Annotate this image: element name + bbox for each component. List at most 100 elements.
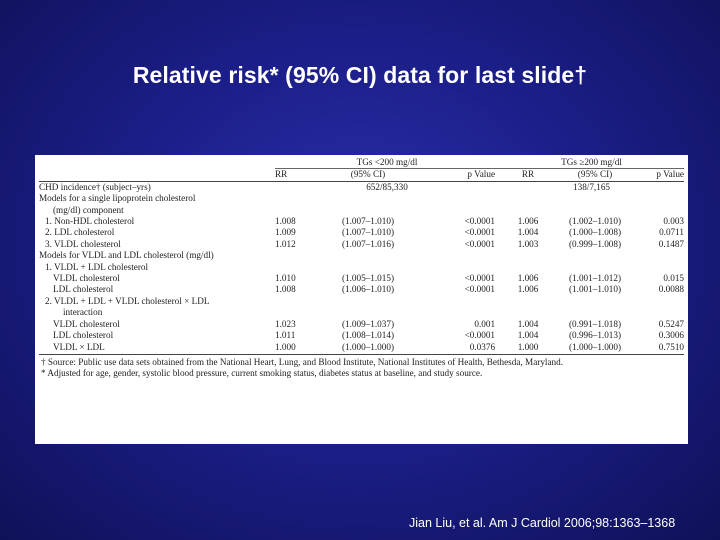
table-row: CHD incidence† (subject–yrs) 652/85,330 13… — [39, 180, 684, 194]
ci-low-tg: (1.007–1.010) — [341, 216, 395, 227]
p-low-tg: <0.0001 — [464, 216, 496, 227]
ci-low-tg: (1.008–1.014) — [341, 330, 395, 341]
ci-high-tg — [557, 307, 633, 318]
ci-high-tg: (1.001–1.012) — [569, 273, 622, 284]
p-high-tg: 0.015 — [663, 273, 684, 284]
ci-high-tg: (1.002–1.010) — [569, 216, 622, 227]
rr-low-tg: 1.009 — [275, 227, 296, 238]
footnote-source: † Source: Public use data sets obtained … — [41, 356, 564, 367]
ci-low-tg — [319, 307, 417, 318]
p-low-tg — [417, 296, 499, 307]
row-label: LDL cholesterol — [53, 330, 114, 341]
ci-high-tg: (1.001–1.010) — [569, 284, 622, 295]
ci-high-tg: (1.000–1.008) — [569, 227, 622, 238]
row-label: (mg/dl) component — [53, 204, 124, 215]
slide-title: Relative risk* (95% CI) data for last sl… — [132, 62, 588, 88]
p-low-tg: 0.001 — [474, 318, 496, 329]
footnote-adjusted: * Adjusted for age, gender, systolic blo… — [41, 368, 483, 379]
p-high-tg: 0.3006 — [658, 330, 684, 341]
group-header-high-tg: TGs ≥200 mg/dl — [499, 157, 684, 170]
row-label: 1. VLDL + LDL cholesterol — [45, 261, 149, 272]
table-row: VLDL cholesterol 1.023 (1.009–1.037) 0.001 1… — [39, 319, 684, 330]
table-row: 2. LDL cholesterol 1.009 (1.007–1.010) <0.0… — [39, 227, 684, 238]
table-row: interaction — [39, 307, 684, 318]
rr-high-tg: 1.004 — [517, 227, 539, 238]
row-label: VLDL cholesterol — [53, 318, 120, 329]
p-high-tg: 0.5247 — [658, 318, 684, 329]
row-label: CHD incidence† (subject–yrs) — [39, 180, 275, 194]
col-header-rr-1: RR — [275, 169, 288, 180]
row-label: interaction — [63, 307, 103, 318]
ci-low-tg — [319, 262, 417, 273]
table-footnotes: † Source: Public use data sets obtained … — [39, 353, 684, 380]
ci-high-tg: (0.996–1.013) — [569, 330, 622, 341]
ci-high-tg — [557, 193, 633, 204]
p-low-tg — [417, 250, 499, 261]
rr-low-tg: 1.008 — [275, 216, 296, 227]
rr-low-tg — [275, 262, 319, 273]
p-low-tg: <0.0001 — [464, 273, 496, 284]
ci-low-tg — [319, 205, 417, 216]
rr-high-tg: 1.006 — [517, 216, 539, 227]
rr-low-tg — [275, 307, 319, 318]
rr-high-tg: 1.006 — [517, 273, 539, 284]
row-label: Models for a single lipoprotein choleste… — [39, 193, 196, 204]
incidence-high-tg: 138/7,165 — [499, 180, 684, 194]
rr-low-tg: 1.012 — [275, 238, 296, 249]
rr-high-tg: 1.004 — [517, 318, 539, 329]
ci-high-tg — [557, 205, 633, 216]
table-row: VLDL × LDL 1.000 (1.000–1.000) 0.0376 1.000 (… — [39, 342, 684, 353]
p-low-tg — [417, 262, 499, 273]
p-low-tg — [417, 307, 499, 318]
table-row: Models for VLDL and LDL cholesterol (mg/… — [39, 250, 684, 261]
row-label: 1. Non-HDL cholesterol — [45, 216, 135, 227]
col-header-p-1: p Value — [467, 169, 496, 180]
row-label: 3. VLDL cholesterol — [45, 238, 121, 249]
rr-low-tg: 1.008 — [275, 284, 296, 295]
data-table: TGs <200 mg/dl TGs ≥200 mg/dl RR (95% CI… — [39, 157, 684, 353]
rr-high-tg — [499, 193, 557, 204]
p-high-tg — [633, 193, 684, 204]
rr-low-tg: 1.000 — [275, 341, 296, 352]
rr-low-tg — [275, 250, 319, 261]
p-high-tg — [633, 205, 684, 216]
group-header-low-tg: TGs <200 mg/dl — [275, 157, 500, 170]
relative-risk-table: TGs <200 mg/dl TGs ≥200 mg/dl RR (95% CI… — [35, 155, 688, 444]
rr-low-tg: 1.023 — [275, 318, 296, 329]
rr-high-tg — [499, 262, 557, 273]
p-high-tg: 0.7510 — [658, 341, 684, 352]
p-high-tg: 0.003 — [663, 216, 684, 227]
ci-high-tg: (0.991–1.018) — [569, 318, 622, 329]
row-label: VLDL cholesterol — [53, 273, 120, 284]
rr-low-tg — [275, 205, 319, 216]
rr-low-tg — [275, 193, 319, 204]
rr-high-tg — [499, 250, 557, 261]
rr-low-tg: 1.010 — [275, 273, 296, 284]
table-row: 2. VLDL + LDL + VLDL cholesterol × LDL — [39, 296, 684, 307]
ci-high-tg — [557, 296, 633, 307]
ci-high-tg: (1.000–1.000) — [569, 341, 622, 352]
table-row: LDL cholesterol 1.011 (1.008–1.014) <0.0001… — [39, 330, 684, 341]
table-row: 1. Non-HDL cholesterol 1.008 (1.007–1.010)… — [39, 216, 684, 227]
p-high-tg — [633, 250, 684, 261]
p-low-tg: <0.0001 — [464, 238, 496, 249]
rr-low-tg: 1.011 — [275, 330, 296, 341]
p-low-tg: <0.0001 — [464, 227, 496, 238]
p-high-tg — [633, 296, 684, 307]
p-high-tg: 0.0711 — [659, 227, 684, 238]
row-label: 2. LDL cholesterol — [45, 227, 115, 238]
row-label: Models for VLDL and LDL cholesterol (mg/… — [39, 250, 214, 261]
ci-low-tg: (1.007–1.010) — [341, 227, 395, 238]
col-header-rr-2: RR — [521, 169, 535, 180]
col-header-ci-2: (95% CI) — [577, 169, 613, 180]
ci-low-tg: (1.005–1.015) — [341, 273, 395, 284]
citation: Jian Liu, et al. Am J Cardiol 2006;98:13… — [409, 516, 676, 530]
rr-high-tg: 1.003 — [517, 238, 539, 249]
column-header-row: RR (95% CI) p Value RR (95% CI) p Value — [39, 169, 684, 181]
rr-low-tg — [275, 296, 319, 307]
ci-high-tg — [557, 262, 633, 273]
rr-high-tg: 1.006 — [517, 284, 539, 295]
table-row: 1. VLDL + LDL cholesterol — [39, 262, 684, 273]
p-high-tg — [633, 307, 684, 318]
ci-low-tg: (1.009–1.037) — [341, 318, 395, 329]
